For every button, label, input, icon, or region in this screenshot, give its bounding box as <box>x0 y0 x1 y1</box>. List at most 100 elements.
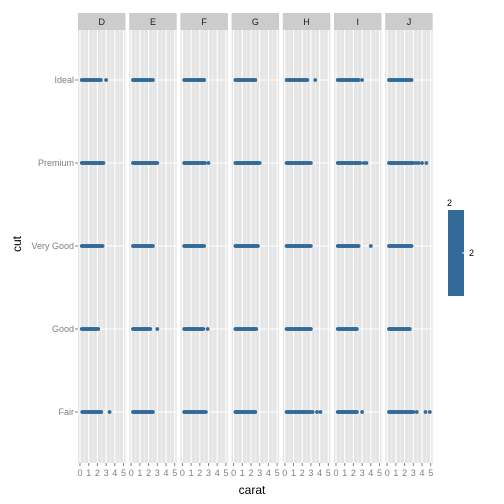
y-tick-label: Good <box>52 324 74 334</box>
data-point-outlier <box>155 327 160 331</box>
data-point-outlier <box>104 78 108 82</box>
y-tick-label: Premium <box>38 158 74 168</box>
facet-panel-g: G 0 1 2 3 4 5 <box>231 13 280 478</box>
x-tick-label: 1 <box>137 468 142 478</box>
x-tick-label: 3 <box>360 468 365 478</box>
data-point-outlier <box>416 161 421 165</box>
data-point-outlier <box>361 161 366 165</box>
facet-strip <box>129 13 177 30</box>
data-point-outlier <box>424 161 429 165</box>
x-tick-label: 1 <box>240 468 245 478</box>
x-tick-label: 1 <box>86 468 91 478</box>
data-point-outlier <box>414 161 418 165</box>
points-j <box>387 78 432 414</box>
data-point-outlier <box>360 410 364 414</box>
facet-panel-h: H 0 1 2 3 4 5 <box>282 13 331 478</box>
data-point <box>96 327 101 331</box>
x-tick-label: 4 <box>266 468 271 478</box>
points-i <box>335 78 373 414</box>
x-tick-label: 3 <box>411 468 416 478</box>
data-point <box>254 327 259 331</box>
data-point-outlier <box>414 410 419 414</box>
x-tick-label: 5 <box>326 468 331 478</box>
facet-strip <box>385 13 433 30</box>
x-tick-label: 1 <box>189 468 194 478</box>
data-point-outlier <box>205 327 210 331</box>
x-tick-label: 2 <box>402 468 407 478</box>
points-g <box>233 78 262 414</box>
facet-panel-j: J 0 1 2 3 4 5 <box>385 13 433 478</box>
facet-panel-i: I 0 1 2 3 4 5 <box>333 13 382 478</box>
data-point-outlier <box>364 161 369 165</box>
data-point <box>309 161 313 165</box>
x-tick-label: 3 <box>104 468 109 478</box>
facet-strip-label: E <box>150 17 156 27</box>
facet-strip-label: G <box>252 17 259 27</box>
x-tick-label: 0 <box>333 468 338 478</box>
legend-key <box>448 210 464 296</box>
data-point <box>203 161 207 165</box>
data-point-outlier <box>310 410 315 414</box>
x-tick-label: 4 <box>215 468 220 478</box>
data-point <box>257 161 262 165</box>
x-tick-label: 0 <box>180 468 185 478</box>
data-point <box>409 244 414 248</box>
x-tick-label: 4 <box>368 468 373 478</box>
x-tick-label: 2 <box>351 468 356 478</box>
x-tick-label: 2 <box>248 468 253 478</box>
x-tick-label: 1 <box>291 468 296 478</box>
facet-strip-label: I <box>356 17 359 27</box>
x-tick-label: 5 <box>223 468 228 478</box>
x-tick-label: 3 <box>308 468 313 478</box>
points-f <box>182 78 211 414</box>
x-tick-label: 3 <box>155 468 160 478</box>
y-tick-label: Ideal <box>54 75 74 85</box>
facet-panel-e: E 0 1 2 3 4 5 <box>129 13 177 478</box>
legend-title: 2 <box>447 198 452 208</box>
x-tick-label: 5 <box>121 468 126 478</box>
data-point <box>356 78 361 82</box>
x-tick-label: 5 <box>275 468 280 478</box>
x-tick-label: 5 <box>428 468 433 478</box>
facet-strip-label: J <box>407 17 412 27</box>
data-point <box>411 410 416 414</box>
points-e <box>131 78 160 414</box>
x-tick-label: 0 <box>385 468 390 478</box>
y-tick-labels: Ideal Premium Very Good Good Fair <box>31 75 78 417</box>
y-tick-label: Fair <box>59 407 75 417</box>
data-point <box>203 410 208 414</box>
data-point-outlier <box>360 78 364 82</box>
data-point <box>309 244 313 248</box>
x-axis-title: carat <box>239 483 266 497</box>
data-point <box>148 327 153 331</box>
legend: 2 2 <box>447 198 474 296</box>
facet-strip <box>78 13 126 30</box>
x-tick-label: 0 <box>129 468 134 478</box>
data-point-outlier <box>318 410 323 414</box>
data-point-outlier <box>423 410 428 414</box>
y-tick-label: Very Good <box>31 241 74 251</box>
data-point <box>354 327 359 331</box>
x-tick-label: 0 <box>282 468 287 478</box>
data-point <box>305 78 310 82</box>
facet-strip-label: F <box>201 17 207 27</box>
data-point <box>98 78 103 82</box>
data-point <box>354 410 359 414</box>
x-tick-label: 3 <box>206 468 211 478</box>
data-point <box>151 410 155 414</box>
facet-panel-f: F 0 1 2 3 4 5 <box>180 13 228 478</box>
data-point <box>99 410 104 414</box>
data-point <box>151 244 155 248</box>
data-point-outlier <box>313 78 318 82</box>
x-tick-label: 2 <box>95 468 100 478</box>
data-point <box>356 244 361 248</box>
data-point <box>358 161 363 165</box>
data-point <box>100 244 105 248</box>
x-tick-label: 1 <box>342 468 347 478</box>
data-point <box>411 161 416 165</box>
facet-panel-d: D 0 1 2 3 4 5 <box>77 13 126 478</box>
data-point <box>151 78 155 82</box>
facet-strip <box>231 13 280 30</box>
points-d <box>79 78 112 414</box>
data-point <box>202 78 207 82</box>
